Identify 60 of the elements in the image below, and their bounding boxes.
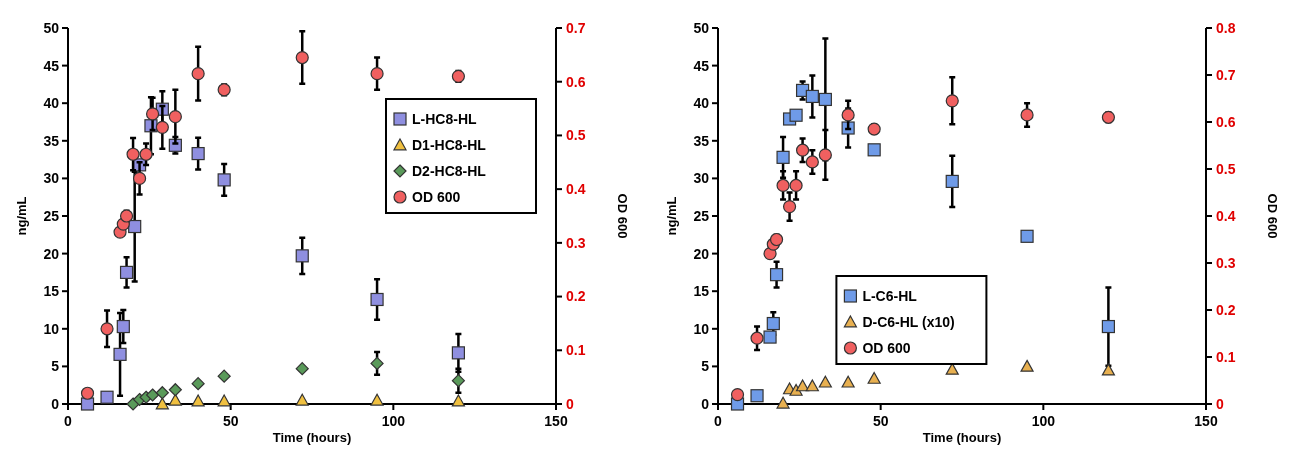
- y-tick-label: 15: [43, 283, 60, 300]
- y-tick-label: 30: [43, 170, 60, 187]
- x-tick-label: 50: [222, 413, 239, 429]
- y2-tick-label: 0.5: [1216, 160, 1236, 177]
- y2-tick-label: 0.8: [1216, 19, 1236, 36]
- y-tick-label: 20: [43, 245, 60, 262]
- x-tick-label: 150: [544, 413, 568, 429]
- y-tick-label: 10: [693, 320, 710, 337]
- y2-axis-title: OD 600: [1265, 193, 1280, 239]
- y-tick-label: 10: [43, 320, 60, 337]
- y2-axis-title: OD 600: [615, 193, 630, 239]
- x-axis-title: Time (hours): [922, 430, 1002, 445]
- y2-tick-label: 0.2: [1216, 301, 1236, 318]
- y2-tick-label: 0.6: [566, 73, 586, 90]
- y-tick-label: 5: [51, 358, 60, 375]
- y2-tick-label: 0.6: [1216, 113, 1236, 130]
- y-tick-label: 15: [693, 283, 710, 300]
- y2-tick-label: 0.1: [1216, 348, 1236, 365]
- legend-label: D2-HC8-HL: [412, 162, 487, 179]
- y2-tick-label: 0.4: [566, 181, 586, 198]
- y-tick-label: 0: [51, 395, 60, 412]
- y-tick-label: 50: [693, 19, 710, 36]
- y2-tick-label: 0: [1216, 395, 1224, 412]
- x-tick-label: 100: [1031, 413, 1056, 429]
- y-tick-label: 5: [701, 358, 710, 375]
- y2-tick-label: 0.7: [1216, 66, 1236, 83]
- y-tick-label: 45: [43, 57, 60, 74]
- y2-tick-label: 0.5: [566, 127, 586, 144]
- y-tick-label: 35: [693, 132, 710, 149]
- y2-tick-label: 0: [566, 395, 574, 412]
- y-tick-label: 30: [693, 170, 710, 187]
- x-tick-label: 0: [64, 413, 73, 429]
- y-axis-title: ng/mL: [664, 196, 679, 236]
- y2-tick-label: 0.2: [566, 288, 586, 305]
- y-tick-label: 40: [43, 95, 60, 112]
- legend-label: L-HC8-HL: [412, 110, 477, 127]
- x-tick-label: 50: [872, 413, 889, 429]
- y-tick-label: 20: [693, 245, 710, 262]
- legend-label: OD 600: [862, 339, 911, 356]
- x-tick-label: 0: [714, 413, 723, 429]
- y2-tick-label: 0.3: [1216, 254, 1236, 271]
- y-tick-label: 25: [43, 207, 60, 224]
- legend-label: D-C6-HL (x10): [862, 313, 955, 330]
- legend-label: L-C6-HL: [862, 287, 918, 304]
- legend-label: OD 600: [412, 188, 461, 205]
- y2-tick-label: 0.3: [566, 234, 586, 251]
- y-axis-title: ng/mL: [14, 196, 29, 236]
- y-tick-label: 45: [693, 57, 710, 74]
- y2-tick-label: 0.7: [566, 19, 586, 36]
- y-tick-label: 25: [693, 207, 710, 224]
- y2-tick-label: 0.1: [566, 342, 586, 359]
- x-axis-title: Time (hours): [272, 430, 352, 445]
- y2-tick-label: 0.4: [1216, 207, 1236, 224]
- legend-label: D1-HC8-HL: [412, 136, 487, 153]
- y-tick-label: 0: [701, 395, 710, 412]
- y-tick-label: 50: [43, 19, 60, 36]
- y-tick-label: 40: [693, 95, 710, 112]
- x-tick-label: 100: [381, 413, 406, 429]
- x-tick-label: 150: [1194, 413, 1218, 429]
- y-tick-label: 35: [43, 132, 60, 149]
